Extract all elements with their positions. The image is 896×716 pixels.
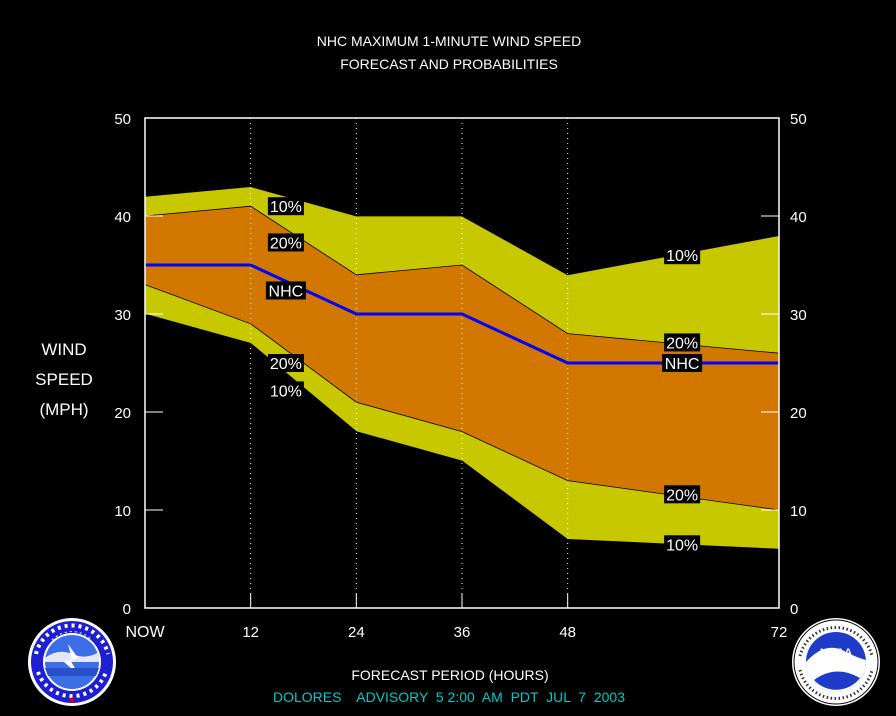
y-tick-label-left-40: 40 bbox=[114, 209, 131, 226]
band-label-box-6 bbox=[664, 333, 701, 352]
axis-ticks: 0 0 10 10 20 20 30 30 40 40 50 50 NOW 12 24 36 48 72 bbox=[114, 111, 806, 641]
band-label-0: 10% bbox=[270, 199, 302, 216]
x-tick-label-72: 72 bbox=[771, 624, 788, 641]
y-tick-label-right-0: 0 bbox=[790, 601, 798, 618]
band-label-box-8 bbox=[664, 485, 701, 504]
x-tick-label-36: 36 bbox=[454, 624, 471, 641]
band-label-7: NHC bbox=[665, 356, 700, 373]
band-label-5: 10% bbox=[666, 248, 698, 265]
y-tick-label-left-30: 30 bbox=[114, 307, 131, 324]
x-tick-label-24: 24 bbox=[348, 624, 365, 641]
y-axis-label-3: (MPH) bbox=[39, 400, 88, 419]
y-tick-label-right-40: 40 bbox=[790, 209, 807, 226]
y-tick-label-right-10: 10 bbox=[790, 503, 807, 520]
line-lower-10pct bbox=[144, 313, 780, 550]
line-nhc bbox=[145, 263, 779, 365]
band-label-1: 20% bbox=[270, 235, 302, 252]
advisory-text: DOLORES ADVISORY 5 2:00 AM PDT JUL 7 200… bbox=[273, 689, 625, 705]
band-label-8: 20% bbox=[666, 487, 698, 504]
y-tick-label-left-50: 50 bbox=[114, 111, 131, 128]
chart-title-line2: FORECAST AND PROBABILITIES bbox=[340, 56, 558, 72]
nws-logo bbox=[28, 618, 116, 706]
band-label-box-2 bbox=[265, 281, 306, 300]
y-tick-label-right-20: 20 bbox=[790, 405, 807, 422]
y-tick-label-left-20: 20 bbox=[114, 405, 131, 422]
x-axis-label: FORECAST PERIOD (HOURS) bbox=[351, 667, 548, 683]
y-tick-label-right-30: 30 bbox=[790, 307, 807, 324]
y-tick-label-right-50: 50 bbox=[790, 111, 807, 128]
noaa-logo-text: NOAA bbox=[820, 647, 852, 659]
series-lines bbox=[144, 186, 780, 550]
line-upper-10pct bbox=[144, 186, 780, 276]
band-label-box-1 bbox=[267, 233, 304, 252]
band-label-2: NHC bbox=[269, 283, 304, 300]
band-label-6: 20% bbox=[666, 335, 698, 352]
x-tick-label-48: 48 bbox=[559, 624, 576, 641]
line-lower-20pct bbox=[144, 284, 780, 511]
line-upper-20pct bbox=[144, 205, 780, 354]
band-labels: 10% 20% NHC 20% 10% 10% 20% NHC 20% 10% bbox=[265, 197, 703, 554]
y-axis-label-2: SPEED bbox=[35, 370, 93, 389]
y-axis-label-1: WIND bbox=[41, 340, 86, 359]
band-label-4: 10% bbox=[270, 383, 302, 400]
band-label-9: 10% bbox=[666, 537, 698, 554]
band-label-box-7 bbox=[662, 354, 703, 372]
x-tick-label-0: NOW bbox=[125, 624, 165, 641]
band-label-box-0 bbox=[267, 197, 304, 216]
band-label-box-9 bbox=[664, 535, 701, 554]
band-label-3: 20% bbox=[270, 356, 302, 373]
y-tick-label-left-0: 0 bbox=[123, 601, 131, 618]
y-tick-label-left-10: 10 bbox=[114, 503, 131, 520]
x-tick-label-12: 12 bbox=[242, 624, 259, 641]
noaa-logo: NOAA bbox=[792, 618, 880, 706]
band-label-box-3 bbox=[267, 354, 304, 372]
band-label-box-5 bbox=[664, 246, 701, 265]
chart-title-line1: NHC MAXIMUM 1-MINUTE WIND SPEED bbox=[317, 33, 581, 49]
band-label-box-4 bbox=[267, 381, 304, 400]
